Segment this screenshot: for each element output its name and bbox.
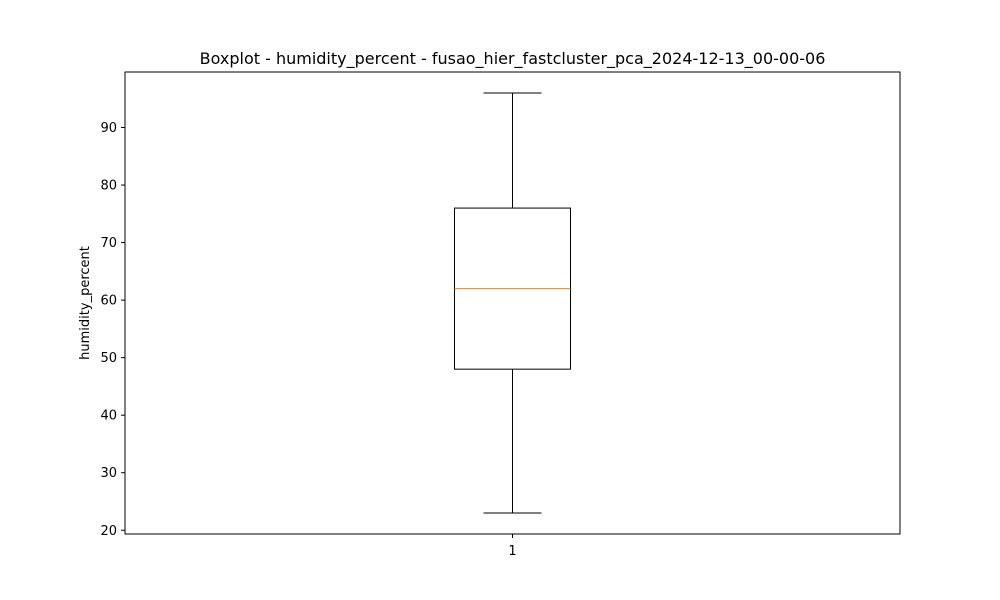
y-tick-label: 60 [100, 294, 117, 309]
axes-frame [124, 71, 901, 535]
y-tick-label: 40 [100, 409, 117, 424]
y-tick-label: 80 [100, 179, 117, 194]
y-tick-label: 30 [100, 466, 117, 481]
y-tick-label: 20 [100, 524, 117, 539]
y-tick-label: 50 [100, 351, 117, 366]
y-tick-label: 90 [100, 121, 117, 136]
plot-area: 20 30 40 50 60 70 80 90 1 [100, 92, 571, 559]
x-tick-label: 1 [508, 544, 516, 559]
chart-title: Boxplot - humidity_percent - fusao_hier_… [200, 49, 826, 69]
y-axis-label: humidity_percent [78, 246, 93, 360]
y-tick-label: 70 [100, 236, 117, 251]
